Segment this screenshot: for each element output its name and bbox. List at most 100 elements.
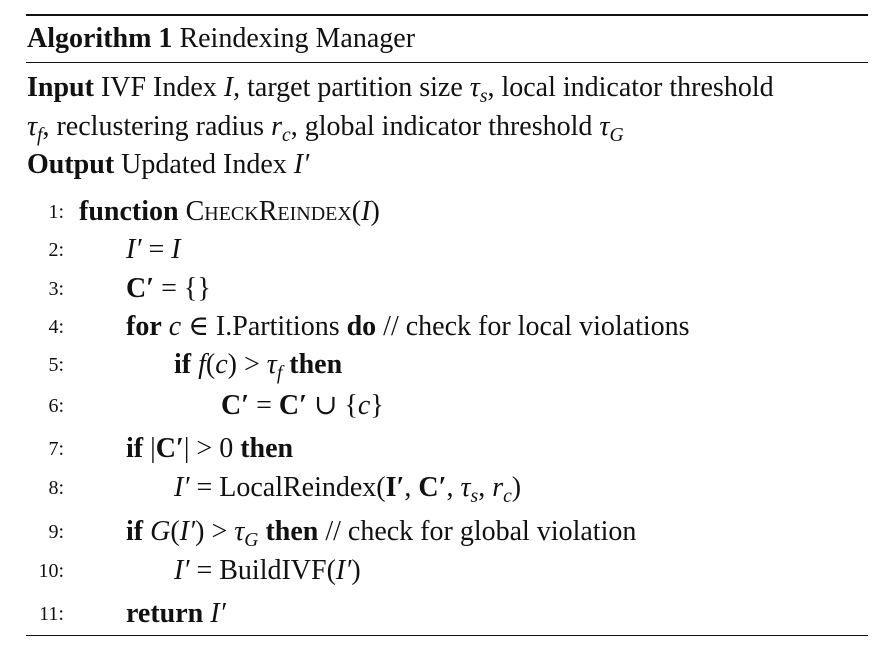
var: I: [361, 196, 371, 227]
line-number: 11:: [39, 603, 64, 625]
var: I′: [179, 516, 196, 547]
punct: (: [351, 196, 362, 227]
code-line-10: 10: I′ = BuildIVF(I′): [0, 551, 892, 591]
code-line-11: 11: return I′: [0, 594, 892, 634]
var: f: [198, 349, 206, 380]
tau-symbol: τ: [469, 72, 480, 103]
algorithm-name: Reindexing Manager: [179, 23, 416, 54]
code-text: I′ = I: [126, 230, 181, 270]
keyword: if: [126, 516, 144, 547]
punct: (: [205, 349, 216, 380]
var: C′: [221, 390, 250, 421]
tau-symbol: τ: [599, 111, 610, 142]
code-text-part: = BuildIVF(: [189, 555, 336, 586]
algorithm-label: Algorithm 1: [27, 23, 173, 54]
tau-subscript: G: [609, 124, 624, 146]
input-line-1: Input IVF Index I, target partition size…: [27, 69, 774, 107]
radius-var: r: [271, 111, 282, 142]
line-number: 10:: [38, 560, 64, 582]
code-line-3: 3: C′ = {}: [0, 269, 892, 309]
punct: | > 0: [183, 433, 241, 464]
var: G: [150, 516, 171, 547]
var: r: [492, 472, 504, 503]
punct: =: [249, 390, 279, 421]
punct: = {}: [154, 273, 211, 304]
var: I′: [174, 555, 190, 586]
var: I′: [126, 234, 142, 265]
var: I: [171, 234, 181, 265]
punct: ,: [404, 472, 419, 503]
code-text-part: = LocalReindex(: [189, 472, 386, 503]
line-number: 4:: [48, 316, 64, 338]
code-text: I′ = BuildIVF(I′): [174, 551, 361, 591]
code-text: C′ = C′ ∪ {c}: [221, 386, 384, 426]
line-number: 5:: [48, 354, 64, 376]
var: C′: [278, 390, 308, 421]
tau-subscript: s: [470, 485, 479, 507]
code-line-7: 7: if |C′| > 0 then: [0, 429, 892, 469]
keyword: return: [126, 598, 204, 629]
var: c: [168, 311, 182, 342]
line-number: 9:: [48, 521, 64, 543]
var: I′: [335, 555, 352, 586]
keyword: if: [126, 433, 144, 464]
input-text: IVF Index: [100, 72, 224, 103]
output-text: Updated Index: [121, 149, 294, 180]
line-number: 3:: [48, 278, 64, 300]
punct: =: [141, 234, 172, 265]
keyword: if: [174, 349, 192, 380]
code-text: for c ∈ I.Partitions do // check for loc…: [126, 307, 690, 347]
keyword: then: [265, 516, 319, 547]
radius-subscript: c: [503, 485, 512, 507]
punct: ): [370, 196, 380, 227]
tau-symbol: τ: [266, 349, 277, 380]
punct: ) >: [227, 349, 267, 380]
code-text: if G(I′) > τG then // check for global v…: [126, 512, 636, 552]
function-name: CheckReindex: [185, 196, 352, 227]
comment: // check for global violation: [318, 516, 637, 547]
code-line-8: 8: I′ = LocalReindex(I′, C′, τs, rc): [0, 468, 892, 508]
keyword: for: [126, 311, 162, 342]
tau-symbol: τ: [234, 516, 245, 547]
code-text: if |C′| > 0 then: [126, 429, 293, 469]
code-text: return I′: [126, 594, 226, 634]
var: I′: [174, 472, 190, 503]
keyword: do: [346, 311, 377, 342]
output-line: Output Updated Index I′: [27, 146, 309, 184]
code-text: C′ = {}: [126, 269, 211, 309]
punct: ,: [446, 472, 461, 503]
bottom-rule: [26, 635, 868, 637]
var: c: [215, 349, 228, 380]
var: c: [357, 390, 371, 421]
line-number: 1:: [48, 201, 64, 223]
line-number: 7:: [48, 438, 64, 460]
top-rule: [26, 14, 868, 17]
algorithm-title: Algorithm 1 Reindexing Manager: [27, 20, 415, 58]
keyword: function: [79, 196, 179, 227]
code-text: if f(c) > τf then: [174, 345, 342, 385]
punct: ,: [478, 472, 493, 503]
var: C′: [126, 273, 155, 304]
tau-symbol: τ: [460, 472, 471, 503]
code-line-5: 5: if f(c) > τf then: [0, 345, 892, 385]
comment: // check for local violations: [376, 311, 690, 342]
input-text: , target partition size: [233, 72, 470, 103]
output-keyword: Output: [27, 149, 115, 180]
punct: }: [370, 390, 384, 421]
var: C′: [418, 472, 447, 503]
punct: ∪ {: [307, 390, 358, 421]
tau-subscript: G: [244, 529, 259, 551]
tau-subscript: s: [479, 85, 488, 107]
input-text: , global indicator threshold: [290, 111, 600, 142]
line-number: 2:: [48, 239, 64, 261]
header-rule: [26, 62, 868, 64]
tau-symbol: τ: [27, 111, 38, 142]
punct: ): [511, 472, 522, 503]
code-line-9: 9: if G(I′) > τG then // check for globa…: [0, 512, 892, 552]
input-index-var: I: [223, 72, 234, 103]
input-keyword: Input: [27, 72, 94, 103]
punct: ) >: [195, 516, 235, 547]
keyword: then: [240, 433, 294, 464]
code-line-1: 1: function CheckReindex(I): [0, 192, 892, 232]
